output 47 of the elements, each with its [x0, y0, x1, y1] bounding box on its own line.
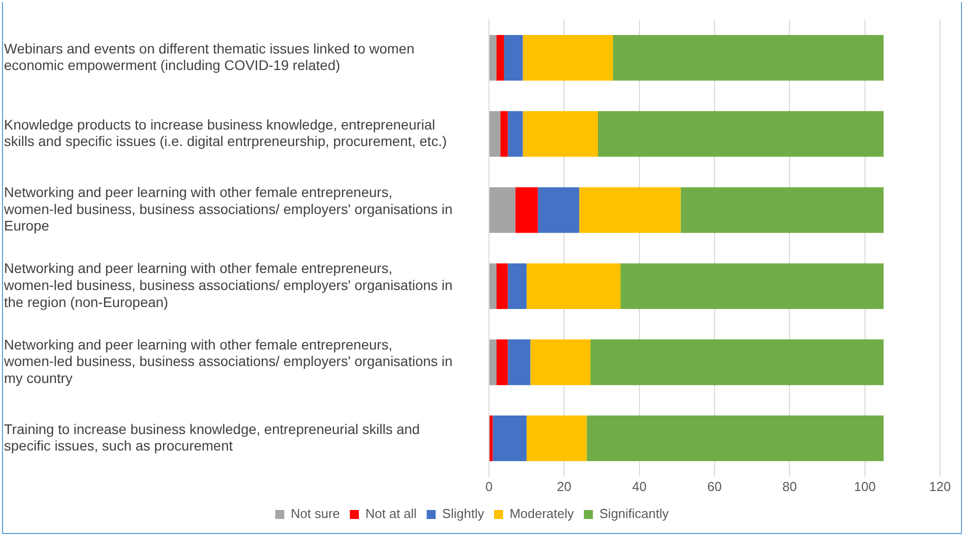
bar — [620, 263, 884, 309]
bar — [538, 187, 580, 233]
y-tick-label: Networking and peer learning with other female entrepreneurs, women-led business, business associations/ employers' organisations in Europe — [3, 184, 453, 234]
y-tick-label: Webinars and events on different thematic issues linked to women economic empowerment (including COVID-19 related) — [4, 40, 414, 74]
bar — [530, 339, 590, 386]
x-tick-label: 80 — [782, 478, 797, 494]
bar — [490, 339, 497, 386]
bar — [598, 111, 884, 157]
bar — [526, 416, 587, 462]
legend-label: Moderately — [510, 506, 574, 522]
bar — [508, 263, 527, 309]
bar — [522, 111, 598, 157]
bar — [490, 187, 516, 233]
bar — [492, 416, 527, 462]
y-tick-label: Networking and peer learning with other female entrepreneurs, women-led business, business associations/ employers' organisations in the region (non-European) — [3, 260, 453, 310]
bar — [490, 416, 493, 462]
bar — [526, 263, 621, 309]
legend-label: Not at all — [365, 506, 417, 522]
x-tick-label: 60 — [707, 478, 722, 494]
legend-label: Significantly — [599, 506, 670, 522]
bar — [490, 263, 497, 309]
x-tick-label: 100 — [854, 478, 876, 494]
y-tick-label: Knowledge products to increase business knowledge, entrepreneurial skills and specific issues (i.e. digital entrpreneurship, procurement, etc.) — [4, 116, 447, 150]
legend-label: Slightly — [442, 506, 485, 522]
bar — [579, 187, 681, 233]
bar — [680, 187, 884, 233]
x-tick-label: 20 — [556, 478, 572, 494]
bar — [613, 35, 884, 81]
x-tick-label: 0 — [485, 478, 493, 494]
bar — [508, 339, 530, 386]
bar — [586, 416, 884, 462]
bar — [500, 111, 508, 157]
bar — [508, 111, 523, 157]
bar — [504, 35, 523, 81]
legend-label: Not sure — [290, 506, 340, 522]
bar — [515, 187, 538, 233]
bar — [496, 263, 508, 309]
bar — [522, 35, 614, 81]
bar — [496, 35, 504, 81]
x-tick-label: 120 — [929, 478, 951, 494]
bar — [490, 35, 497, 81]
bar — [590, 339, 884, 386]
y-tick-label: Training to increase business knowledge, entrepreneurial skills and specific issues, such as procurement — [4, 420, 420, 454]
y-tick-label: Networking and peer learning with other female entrepreneurs, women-led business, business associations/ employers' organisations in my country — [3, 336, 453, 386]
bar — [490, 111, 500, 157]
x-tick-label: 40 — [632, 478, 647, 494]
bar — [496, 339, 508, 386]
